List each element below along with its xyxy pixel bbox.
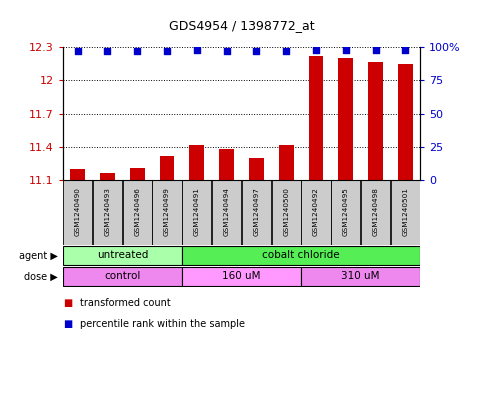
Bar: [182, 180, 212, 246]
Point: [104, 48, 112, 54]
Text: ■: ■: [63, 298, 72, 308]
Text: 310 uM: 310 uM: [341, 271, 380, 281]
Bar: [338, 58, 353, 180]
Bar: [130, 168, 145, 180]
Bar: [301, 267, 420, 286]
Bar: [212, 180, 241, 246]
Bar: [63, 246, 182, 265]
Bar: [159, 156, 174, 180]
Bar: [301, 180, 330, 246]
Bar: [242, 180, 271, 246]
Text: agent ▶: agent ▶: [19, 251, 58, 261]
Text: percentile rank within the sample: percentile rank within the sample: [80, 319, 245, 329]
Bar: [63, 180, 92, 246]
Text: transformed count: transformed count: [80, 298, 170, 308]
Text: cobalt chloride: cobalt chloride: [262, 250, 340, 261]
Bar: [153, 180, 182, 246]
Bar: [249, 158, 264, 180]
Bar: [391, 180, 420, 246]
Point: [223, 48, 230, 54]
Text: GSM1240497: GSM1240497: [254, 187, 259, 236]
Bar: [331, 180, 360, 246]
Bar: [100, 173, 115, 180]
Point: [312, 47, 320, 53]
Bar: [368, 62, 383, 180]
Bar: [63, 267, 182, 286]
Point: [253, 48, 260, 54]
Bar: [189, 145, 204, 180]
Text: control: control: [104, 271, 141, 281]
Text: GSM1240500: GSM1240500: [283, 187, 289, 236]
Text: GSM1240491: GSM1240491: [194, 187, 200, 236]
Bar: [398, 64, 413, 180]
Text: untreated: untreated: [97, 250, 148, 261]
Point: [163, 48, 171, 54]
Point: [372, 47, 380, 53]
Bar: [309, 56, 324, 180]
Bar: [182, 246, 420, 265]
Point: [342, 47, 350, 53]
Text: GSM1240490: GSM1240490: [75, 187, 81, 236]
Point: [282, 48, 290, 54]
Text: GSM1240501: GSM1240501: [402, 187, 408, 236]
Text: GSM1240494: GSM1240494: [224, 187, 229, 236]
Text: GSM1240496: GSM1240496: [134, 187, 140, 236]
Bar: [271, 180, 301, 246]
Point: [133, 48, 141, 54]
Bar: [70, 169, 85, 180]
Text: GSM1240498: GSM1240498: [372, 187, 379, 236]
Bar: [361, 180, 390, 246]
Text: GSM1240493: GSM1240493: [104, 187, 111, 236]
Text: GSM1240495: GSM1240495: [343, 187, 349, 236]
Text: GDS4954 / 1398772_at: GDS4954 / 1398772_at: [169, 19, 314, 32]
Point: [193, 47, 201, 53]
Bar: [93, 180, 122, 246]
Point: [401, 47, 409, 53]
Point: [74, 48, 82, 54]
Bar: [219, 149, 234, 180]
Text: GSM1240499: GSM1240499: [164, 187, 170, 236]
Bar: [279, 145, 294, 180]
Text: 160 uM: 160 uM: [222, 271, 261, 281]
Text: GSM1240492: GSM1240492: [313, 187, 319, 236]
Text: ■: ■: [63, 319, 72, 329]
Bar: [123, 180, 152, 246]
Text: dose ▶: dose ▶: [24, 272, 58, 281]
Bar: [182, 267, 301, 286]
